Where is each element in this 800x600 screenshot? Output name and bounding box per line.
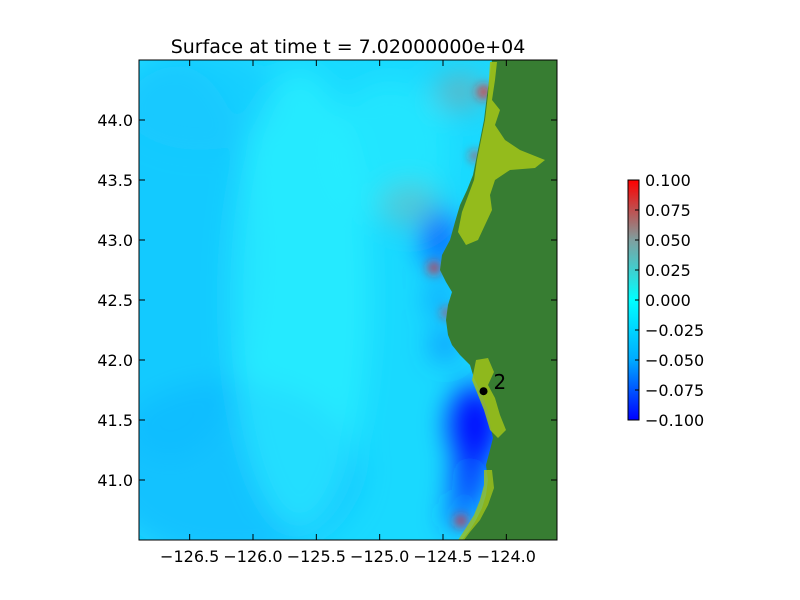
y-tick-label: 41.5 <box>97 411 133 430</box>
x-tick-label: −124.0 <box>477 547 536 566</box>
near-shore-blue-6 <box>446 501 474 529</box>
chart-title: Surface at time t = 7.02000000e+04 <box>171 36 526 58</box>
x-tick-label: −125.5 <box>287 547 346 566</box>
shore-fringe-far-south <box>458 470 494 540</box>
y-tick-label: 42.0 <box>97 351 133 370</box>
surface-heatmap <box>139 60 557 540</box>
y-tick-label: 44.0 <box>97 111 133 130</box>
y-tick-label: 42.5 <box>97 291 133 310</box>
colorbar-tick-label: 0.075 <box>645 201 691 220</box>
colorbar-tick-label: 0.025 <box>645 261 691 280</box>
central-light-band <box>230 70 370 530</box>
y-tick-label: 41.0 <box>97 471 133 490</box>
colorbar-tick-label: −0.075 <box>645 381 704 400</box>
gauge-label: 2 <box>494 370 507 394</box>
shore-fringe-south <box>472 358 506 438</box>
hotspot-5 <box>455 515 467 527</box>
gauge-marker <box>479 387 488 396</box>
colorbar-tick-label: −0.025 <box>645 321 704 340</box>
y-axis: 41.0 41.5 42.0 42.5 43.0 43.5 44.0 <box>97 111 557 490</box>
x-tick-label: −126.5 <box>160 547 219 566</box>
shore-fringe <box>458 62 545 245</box>
x-tick-label: −126.0 <box>223 547 282 566</box>
colorbar-tick-label: −0.050 <box>645 351 704 370</box>
y-tick-label: 43.5 <box>97 171 133 190</box>
colorbar-tick-label: 0.050 <box>645 231 691 250</box>
land <box>440 60 557 540</box>
y-tick-label: 43.0 <box>97 231 133 250</box>
hotspot-3 <box>428 262 440 274</box>
ocean-shading <box>139 60 501 540</box>
colorbar-tick-label: 0.000 <box>645 291 691 310</box>
north-grey-patch <box>435 74 485 110</box>
near-shore-blue-5 <box>452 455 488 505</box>
gauges-layer: 2 <box>479 370 507 396</box>
offshore-grey-patch <box>380 183 440 227</box>
colorbar-tick-label: −0.100 <box>645 411 704 430</box>
northwest-patch <box>139 60 280 150</box>
colorbar-tick-label: 0.100 <box>645 171 691 190</box>
x-axis: −126.5 −126.0 −125.5 −125.0 −124.5 −124.0 <box>160 60 536 566</box>
near-shore-blue-2 <box>428 286 452 314</box>
deep-west-patch <box>139 60 260 460</box>
x-tick-label: −124.5 <box>413 547 472 566</box>
x-tick-label: −125.0 <box>350 547 409 566</box>
colorbar-axis: 0.100 0.075 0.050 0.025 0.000 −0.025 −0.050 −0.… <box>635 171 704 430</box>
